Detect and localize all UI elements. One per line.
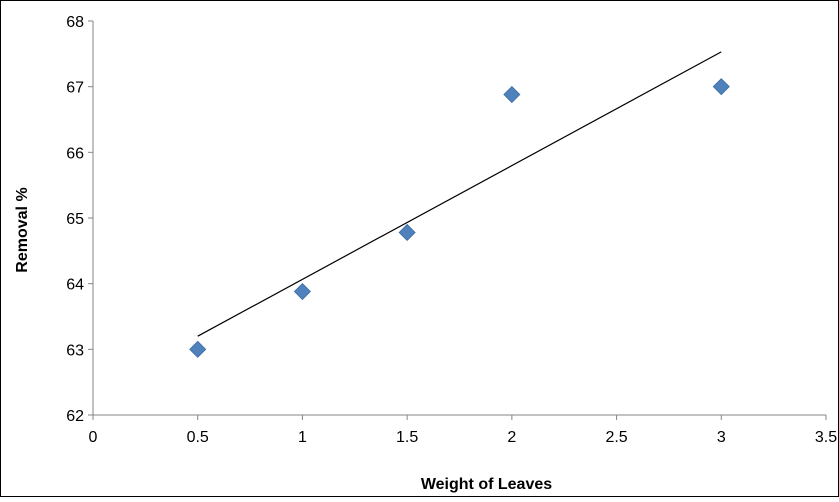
x-axis-ticks: 0 0.5 1 1.5 2 2.5 3 3.5 [89, 415, 837, 446]
x-axis-title: Weight of Leaves [421, 476, 552, 493]
data-points [189, 78, 730, 358]
y-axis-title: Removal % [14, 187, 31, 272]
data-point-diamond [189, 340, 207, 358]
x-tick-label: 1 [298, 429, 307, 446]
data-point-diamond [293, 282, 311, 301]
data-point-diamond [503, 85, 521, 104]
data-point-diamond [712, 78, 730, 96]
y-axis-ticks: 62 63 64 65 66 67 68 [66, 14, 93, 425]
x-tick-label: 1.5 [396, 429, 418, 446]
x-tick-label: 2 [507, 429, 516, 446]
data-point-diamond [398, 223, 416, 242]
x-tick-label: 3 [717, 429, 726, 446]
y-tick-label: 63 [66, 342, 84, 359]
y-tick-label: 65 [66, 211, 84, 228]
x-tick-label: 3.5 [815, 429, 837, 446]
y-tick-label: 62 [66, 408, 84, 425]
y-tick-label: 64 [66, 277, 84, 294]
y-tick-label: 68 [66, 14, 84, 31]
y-tick-label: 67 [66, 80, 84, 97]
x-tick-label: 0.5 [187, 429, 209, 446]
y-tick-label: 66 [66, 145, 84, 162]
x-tick-label: 0 [89, 429, 98, 446]
x-tick-label: 2.5 [605, 429, 627, 446]
linear-trendline [197, 51, 722, 337]
